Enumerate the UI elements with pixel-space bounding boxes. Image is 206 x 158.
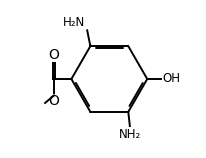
Text: OH: OH: [162, 73, 180, 85]
Text: NH₂: NH₂: [119, 128, 141, 141]
Text: H₂N: H₂N: [63, 16, 86, 29]
Text: O: O: [49, 48, 60, 62]
Text: O: O: [49, 94, 60, 108]
